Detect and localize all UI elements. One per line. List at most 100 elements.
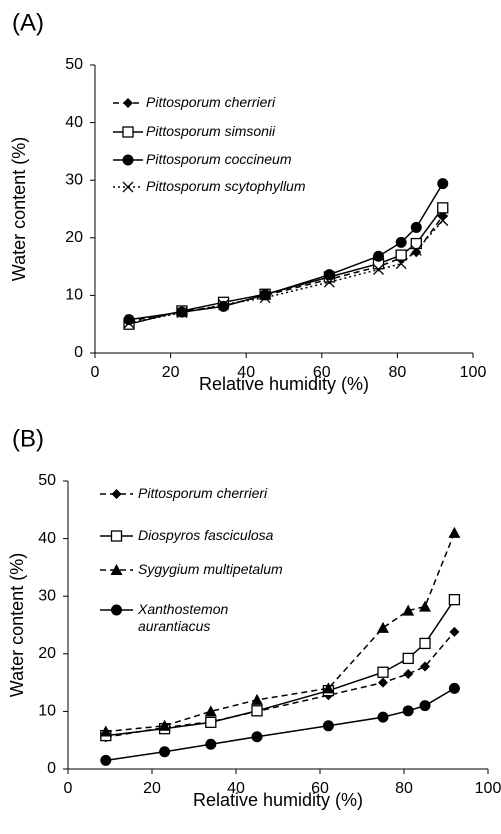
legend-entry: Sygygium multipetalum	[138, 561, 283, 577]
marker	[410, 245, 422, 256]
marker	[437, 202, 449, 214]
marker	[377, 666, 389, 678]
legend-marker	[122, 126, 134, 138]
x-axis-label: Relative humidity (%)	[193, 790, 363, 810]
marker	[377, 621, 389, 633]
x-tick-label: 80	[395, 780, 413, 797]
y-tick-label: 40	[38, 530, 56, 547]
marker	[395, 236, 407, 248]
marker	[205, 716, 217, 728]
x-tick-label: 0	[64, 780, 73, 797]
series-line	[105, 687, 455, 762]
legend-label: Pittosporum simsonii	[146, 123, 276, 139]
x-tick-label: 100	[460, 364, 487, 381]
y-tick-label: 20	[65, 229, 83, 246]
marker	[437, 178, 449, 190]
marker	[158, 719, 171, 731]
marker	[373, 264, 384, 275]
marker	[419, 637, 431, 650]
legend-marker	[122, 154, 134, 166]
legend-entry: Pittosporum cherrieri	[138, 485, 268, 501]
marker	[100, 754, 112, 766]
y-tick-label: 10	[65, 287, 83, 304]
y-tick-label: 50	[38, 472, 56, 489]
marker	[410, 221, 422, 233]
y-axis-label: Water content (%)	[9, 137, 29, 281]
marker	[419, 700, 431, 712]
marker	[448, 526, 461, 538]
marker	[402, 705, 414, 717]
marker	[420, 661, 430, 672]
marker	[395, 258, 407, 270]
series-line	[105, 532, 456, 733]
marker	[322, 720, 334, 732]
marker	[251, 705, 263, 717]
legend-entry: Diospyros fasciculosa	[138, 527, 274, 543]
marker	[322, 682, 335, 694]
legend-label: Xanthostemon aurantiacus	[138, 601, 229, 634]
legend-label: Pittosporum scytophyllum	[146, 178, 306, 194]
marker	[259, 292, 271, 304]
x-axis-label: Relative humidity (%)	[199, 374, 369, 394]
marker	[204, 705, 217, 717]
marker	[323, 269, 335, 281]
legend-marker	[123, 98, 133, 108]
series-line	[128, 220, 444, 324]
y-tick-label: 40	[65, 114, 83, 131]
legend-entry: Pittosporum cherrieri	[146, 94, 276, 110]
legend-label: Pittosporum cherrieri	[138, 485, 268, 501]
x-tick-label: 20	[143, 780, 161, 797]
y-tick-label: 30	[38, 587, 56, 604]
marker	[448, 682, 460, 694]
marker	[99, 725, 112, 737]
marker	[218, 299, 229, 311]
x-tick-label: 0	[91, 364, 100, 381]
marker	[218, 300, 230, 312]
legend-entry: Xanthostemon aurantiacus	[138, 601, 229, 634]
marker	[123, 317, 135, 329]
marker	[205, 738, 217, 750]
marker	[378, 677, 388, 688]
marker	[449, 626, 460, 637]
series-line	[128, 207, 444, 325]
marker	[437, 215, 449, 226]
x-tick-label: 40	[237, 364, 255, 381]
legend-entry: Pittosporum scytophyllum	[146, 178, 306, 194]
marker	[448, 594, 461, 606]
legend-marker	[110, 564, 123, 575]
marker	[373, 250, 384, 262]
x-tick-label: 60	[313, 364, 331, 381]
marker	[159, 746, 171, 758]
marker	[377, 711, 389, 723]
marker	[259, 289, 271, 301]
marker	[410, 237, 422, 250]
x-tick-label: 20	[162, 364, 180, 381]
y-tick-label: 30	[65, 171, 83, 188]
y-tick-label: 10	[38, 703, 56, 720]
marker	[402, 604, 415, 616]
legend-marker	[122, 181, 134, 193]
legend-marker	[111, 489, 122, 499]
marker	[419, 600, 431, 612]
legend-label: Pittosporum cherrieri	[146, 94, 276, 110]
y-tick-label: 0	[47, 760, 56, 777]
legend-label: Diospyros fasciculosa	[138, 527, 274, 543]
legend-label: Sygygium multipetalum	[138, 561, 283, 577]
marker	[403, 668, 414, 679]
x-tick-label: 60	[311, 780, 329, 797]
y-tick-label: 20	[38, 645, 56, 662]
x-tick-label: 40	[227, 780, 245, 797]
legend-entry: Pittosporum simsonii	[146, 123, 276, 139]
legend-label: Pittosporum coccineum	[146, 151, 292, 167]
series-line	[105, 631, 455, 739]
series-line	[128, 215, 444, 323]
legend-marker	[111, 604, 122, 616]
marker	[411, 247, 422, 258]
x-tick-label: 80	[389, 364, 407, 381]
marker	[323, 276, 335, 288]
marker	[251, 731, 263, 743]
y-tick-label: 0	[74, 344, 83, 361]
y-axis-label: Water content (%)	[7, 553, 27, 697]
panel-label: (A)	[12, 9, 44, 36]
